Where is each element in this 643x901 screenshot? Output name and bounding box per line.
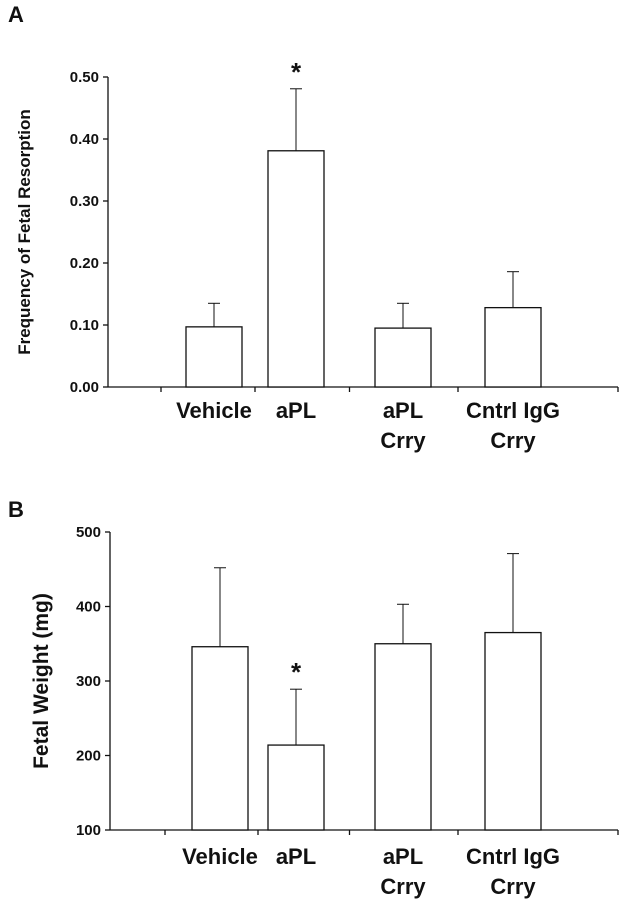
x-category-label: Vehicle	[182, 844, 258, 869]
x-category-label: Vehicle	[176, 398, 252, 423]
bar	[374, 643, 432, 831]
y-tick-label: 300	[76, 673, 101, 690]
bar	[185, 326, 243, 388]
x-category-label: aPL	[276, 398, 316, 423]
chart-panel-a: A Frequency of Fetal Resorption 0.00 0.10 0.…	[8, 2, 619, 453]
x-category-label: Crry	[490, 428, 536, 453]
bar	[484, 306, 542, 388]
y-tick-label: 0.00	[70, 379, 99, 396]
chart-panel-b: B Fetal Weight (mg) 100 200 300 400 500 Vehicle…	[8, 497, 619, 899]
significance-marker: *	[291, 657, 302, 687]
y-tick-label: 0.30	[70, 193, 99, 210]
y-tick-label: 500	[76, 524, 101, 541]
bar	[191, 646, 249, 831]
bar	[374, 327, 432, 388]
y-tick-label: 200	[76, 748, 101, 765]
x-category-label: Cntrl IgG	[466, 398, 560, 423]
x-category-label: Crry	[490, 874, 536, 899]
y-axis-label: Fetal Weight (mg)	[30, 593, 53, 769]
y-tick-label: 100	[76, 822, 101, 839]
y-tick-label: 0.50	[70, 69, 99, 86]
x-category-label: Crry	[380, 874, 426, 899]
bar	[267, 150, 325, 388]
x-category-label: Crry	[380, 428, 426, 453]
y-axis-label: Frequency of Fetal Resorption	[15, 109, 34, 355]
y-tick-label: 400	[76, 599, 101, 616]
x-category-label: aPL	[276, 844, 316, 869]
y-tick-label: 0.40	[70, 131, 99, 148]
x-category-label: Cntrl IgG	[466, 844, 560, 869]
x-category-label: aPL	[383, 398, 423, 423]
panel-letter: B	[8, 497, 24, 522]
y-tick-label: 0.20	[70, 255, 99, 272]
bar	[484, 631, 542, 831]
panel-letter: A	[8, 2, 24, 27]
significance-marker: *	[291, 57, 302, 87]
y-tick-label: 0.10	[70, 317, 99, 334]
x-category-label: aPL	[383, 844, 423, 869]
bar	[267, 744, 325, 831]
